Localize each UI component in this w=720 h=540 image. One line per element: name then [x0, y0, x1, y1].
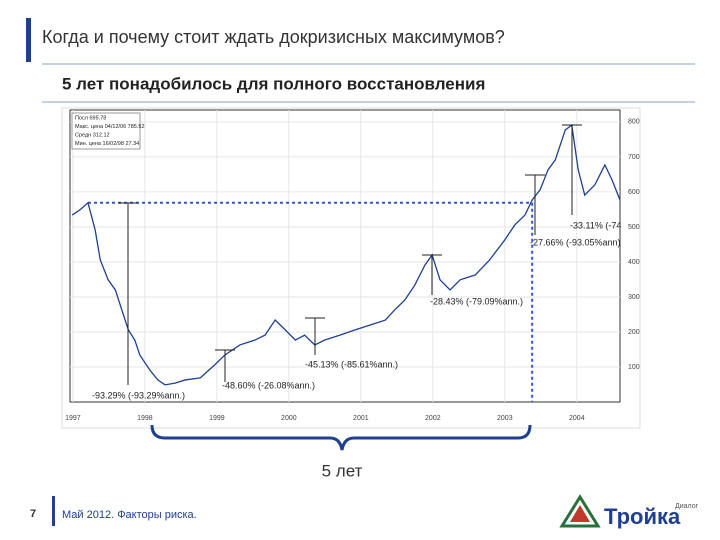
x-tick-label: 2003	[497, 415, 513, 422]
page-number: 7	[30, 508, 36, 520]
y-tick-label: 200	[628, 329, 640, 336]
x-tick-label: 2002	[425, 415, 441, 422]
drawdown-label: -28.43% (-79.09%ann.)	[430, 296, 523, 306]
legend-item: Посл 695.78	[75, 115, 106, 121]
footer-bar	[52, 496, 55, 526]
slide-title: Когда и почему стоит ждать докризисных м…	[42, 27, 505, 47]
price-line	[71, 123, 621, 386]
brace-label: 5 лет	[322, 461, 363, 480]
legend-item: Мин. цена 16/02/98 27.34	[75, 141, 139, 147]
drawdown-label: -33.11% (-74	[570, 220, 621, 230]
x-tick-label: 2004	[569, 415, 585, 422]
legend-box	[71, 112, 141, 150]
y-tick-label: 800	[628, 119, 640, 126]
drawdown-label: -45.13% (-85.61%ann.)	[305, 359, 398, 369]
x-tick-label: 2001	[353, 415, 369, 422]
plot-area	[69, 109, 621, 403]
logo-sub: Диалог	[675, 503, 699, 510]
x-tick-label: 1997	[65, 415, 81, 422]
y-tick-label: 700	[628, 154, 640, 161]
y-tick-label: 500	[628, 224, 640, 231]
title-bar	[26, 18, 31, 62]
legend-item: Макс. цена 04/12/06 785.52	[75, 124, 145, 130]
drawdown-label: -27.66% (-93.05%ann)	[530, 237, 621, 247]
y-tick-label: 100	[628, 364, 640, 371]
x-tick-label: 1998	[137, 415, 153, 422]
x-tick-label: 2000	[281, 415, 297, 422]
drawdown-label: -48.60% (-26.08%ann.)	[222, 380, 315, 390]
drawdown-label: -93.29% (-93.29%ann.)	[92, 390, 185, 400]
y-tick-label: 300	[628, 294, 640, 301]
logo-mark	[559, 494, 601, 528]
y-tick-label: 400	[628, 259, 640, 266]
legend-item: Средн 312.12	[75, 132, 110, 138]
y-tick-label: 600	[628, 189, 640, 196]
brace	[150, 424, 532, 451]
slide-subtitle: 5 лет понадобилось для полного восстанов…	[62, 74, 485, 93]
logo: Тройка	[604, 504, 681, 529]
x-tick-label: 1999	[209, 415, 225, 422]
footer: Май 2012. Факторы риска.	[62, 509, 197, 521]
